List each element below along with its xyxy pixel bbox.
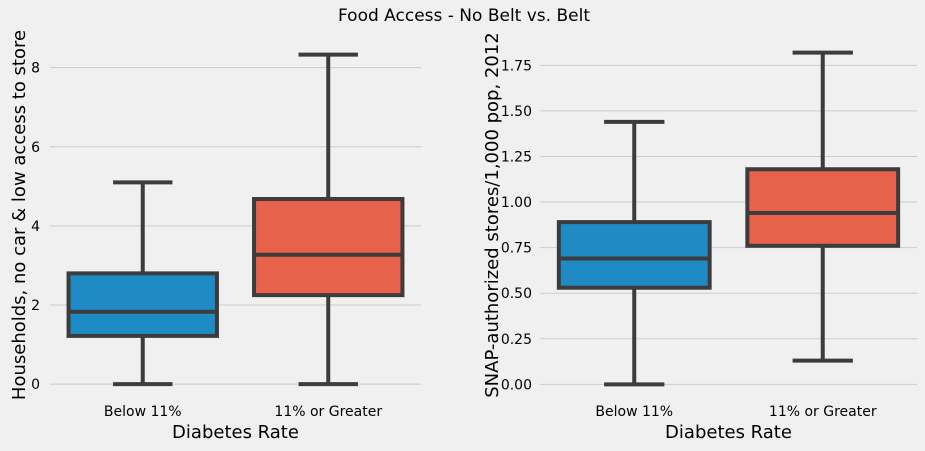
x-tick-label: Below 11%	[595, 404, 673, 420]
panel-snap-stores: 0.00 0.25 0.50 0.75 1.00 1.25 1.50 1.75 Below 11…	[482, 32, 917, 443]
suptitle: Food Access - No Belt vs. Belt	[338, 6, 590, 26]
box-0	[66, 180, 219, 387]
y-tick-label: 0	[31, 377, 40, 393]
panel-households-no-car: 0 2 4 6 8 Below 11% 11% or Greater Diabetes Rat…	[9, 30, 421, 443]
y-tick-label: 1.00	[501, 195, 532, 211]
box-1	[252, 52, 405, 387]
box-iqr	[556, 220, 712, 290]
y-tick-label: 4	[31, 219, 40, 235]
box-iqr	[66, 271, 219, 338]
y-axis-label: Households, no car & low access to store	[9, 30, 30, 400]
box-1	[745, 50, 901, 363]
y-tick-label: 0.25	[501, 332, 532, 348]
x-axis-label: Diabetes Rate	[665, 422, 792, 443]
y-tick-label: 8	[31, 61, 40, 77]
y-tick-label: 0.00	[501, 377, 532, 393]
y-tick-label: 1.25	[501, 149, 532, 165]
x-tick-label: 11% or Greater	[274, 404, 382, 420]
y-tick-label: 6	[31, 140, 40, 156]
box-0	[556, 119, 712, 387]
x-tick-label: Below 11%	[104, 404, 182, 420]
y-tick-label: 2	[31, 298, 40, 314]
box-iqr	[252, 197, 405, 298]
y-tick-label: 0.50	[501, 286, 532, 302]
y-tick-label: 1.50	[501, 104, 532, 120]
x-tick-label: 11% or Greater	[769, 404, 877, 420]
y-axis-label: SNAP-authorized stores/1,000 pop, 2012	[482, 32, 503, 397]
y-tick-label: 1.75	[501, 58, 532, 74]
box-iqr	[745, 167, 901, 248]
x-axis-label: Diabetes Rate	[172, 422, 299, 443]
y-tick-label: 0.75	[501, 241, 532, 257]
